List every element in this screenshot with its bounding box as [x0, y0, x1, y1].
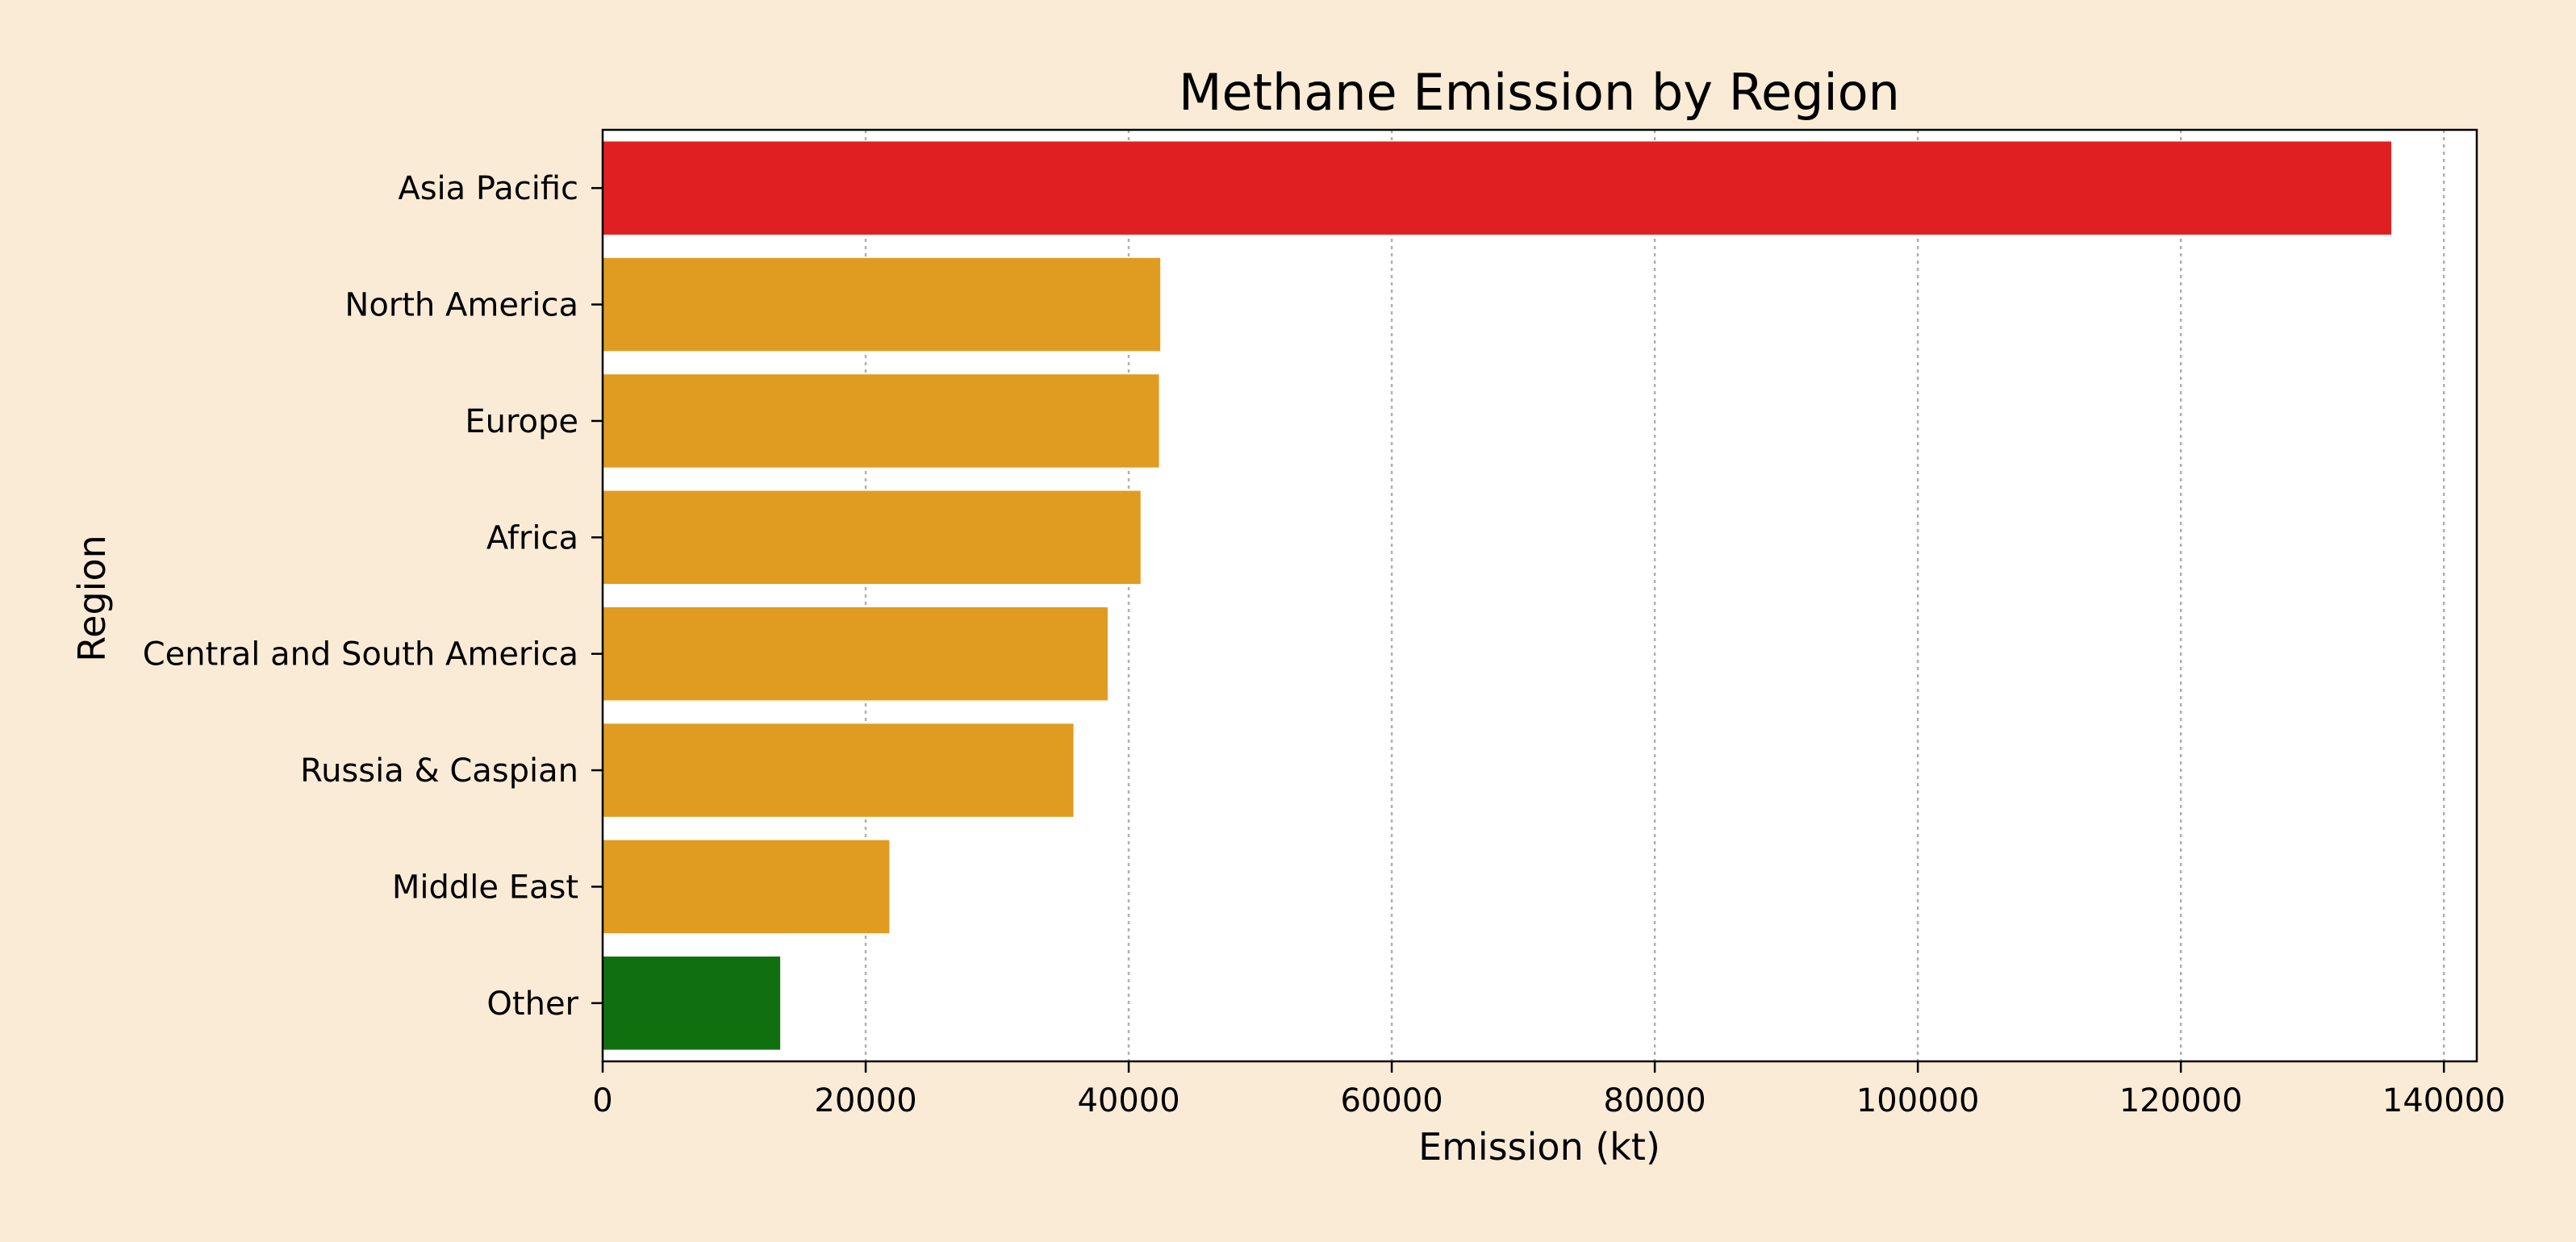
bar [603, 257, 1161, 352]
bar [603, 374, 1159, 468]
y-axis-ticks: Asia Pacific North America Europe Africa Cen… [143, 170, 603, 1023]
bar [603, 606, 1108, 701]
x-tick-label: 120000 [2119, 1082, 2243, 1119]
plot-frame [601, 128, 2478, 1063]
y-tick-label: Africa [486, 519, 578, 556]
y-tick-label: Middle East [392, 869, 578, 906]
x-axis-ticks: 0 20000 40000 60000 80000 100000 120000 140000 [592, 1061, 2506, 1119]
bar [603, 723, 1074, 817]
x-tick-label: 140000 [2382, 1082, 2506, 1119]
y-tick-label: Central and South America [143, 636, 578, 673]
y-tick-label: Other [486, 986, 578, 1023]
y-tick-label: Asia Pacific [398, 170, 578, 207]
y-tick-label: Europe [465, 403, 578, 440]
y-tick-label: North America [344, 287, 578, 324]
y-axis-label: Region [70, 535, 114, 661]
bars [603, 141, 2392, 1050]
chart-title: Methane Emission by Region [1179, 63, 1900, 122]
bar [603, 840, 890, 934]
x-tick-label: 80000 [1604, 1082, 1706, 1119]
bar [603, 490, 1141, 585]
x-axis-label: Emission (kt) [1418, 1125, 1660, 1169]
x-tick-label: 100000 [1856, 1082, 1980, 1119]
bar [603, 141, 2392, 235]
bar [603, 957, 781, 1050]
y-tick-label: Russia & Caspian [300, 752, 578, 790]
x-tick-label: 0 [592, 1082, 612, 1119]
x-tick-label: 40000 [1077, 1082, 1179, 1119]
x-tick-label: 20000 [814, 1082, 916, 1119]
x-tick-label: 60000 [1340, 1082, 1442, 1119]
